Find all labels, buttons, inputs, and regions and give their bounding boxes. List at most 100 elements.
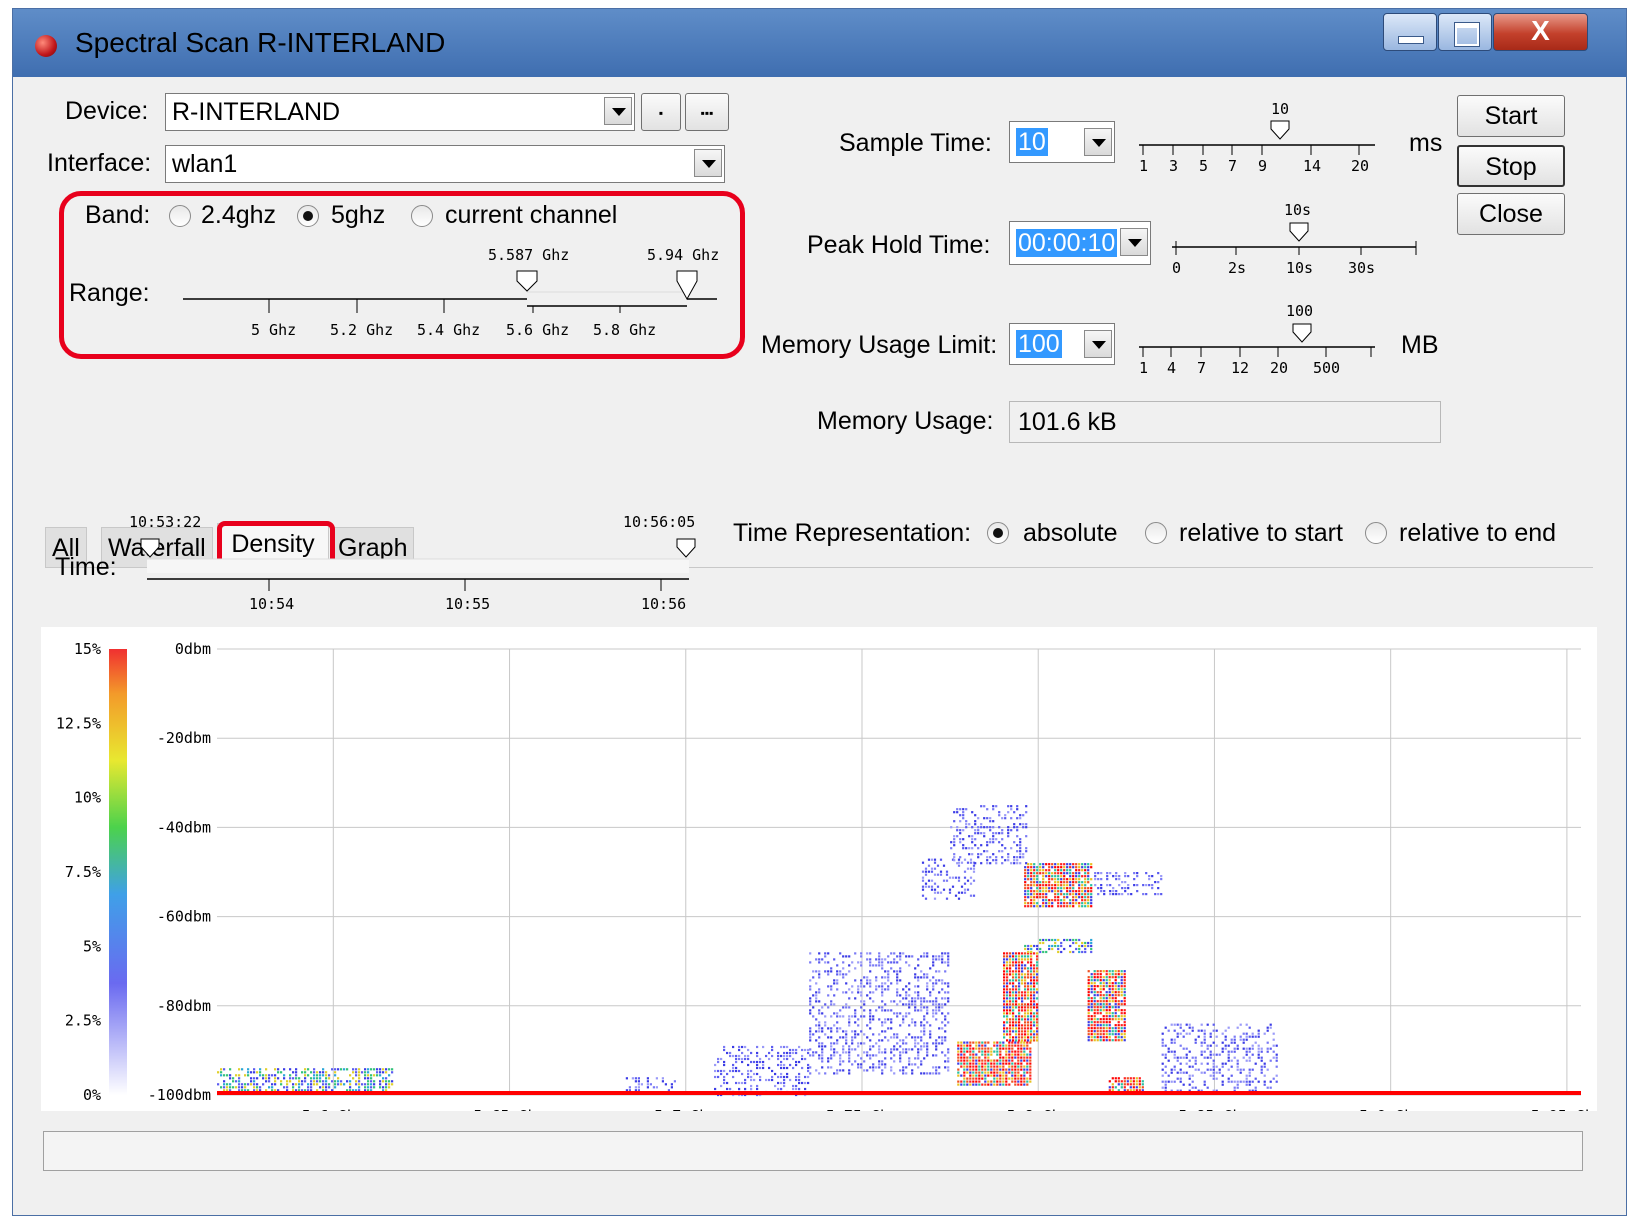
density-cell	[1179, 1044, 1182, 1047]
density-cell	[1242, 1068, 1245, 1071]
density-cell	[1045, 902, 1048, 905]
range-slider[interactable]: 5.587 Ghz 5.94 Ghz 5 Ghz 5.2 Ghz 5.4 Ghz…	[171, 237, 731, 347]
density-cell	[717, 1060, 720, 1064]
density-cell	[972, 1041, 975, 1044]
density-cell	[1114, 988, 1117, 991]
density-cell	[1078, 881, 1081, 884]
density-cell	[821, 1045, 824, 1048]
density-cell	[1072, 863, 1075, 866]
density-cell	[896, 991, 899, 994]
device-browse-button[interactable]: ▪▪▪	[685, 93, 729, 131]
time-end-handle[interactable]	[676, 538, 696, 558]
density-cell	[1200, 1071, 1203, 1074]
sample-time-slider[interactable]: 10 1 3 5 7 9 14 20	[1131, 99, 1391, 179]
sample-time-select[interactable]: 10	[1009, 121, 1115, 163]
close-window-button[interactable]: X	[1493, 13, 1588, 51]
density-cell	[857, 1066, 860, 1069]
chevron-down-icon[interactable]	[1084, 330, 1112, 358]
density-cell	[821, 1030, 824, 1033]
density-cell	[1254, 1041, 1257, 1044]
sample-time-handle[interactable]	[1270, 120, 1290, 140]
range-low-handle[interactable]	[516, 270, 538, 292]
peak-hold-select[interactable]: 00:00:10	[1009, 221, 1151, 265]
density-cell	[887, 1039, 890, 1042]
density-cell	[367, 1089, 370, 1092]
memory-limit-select[interactable]: 100	[1009, 323, 1115, 365]
density-cell	[1003, 979, 1006, 982]
time-radio-absolute[interactable]	[987, 522, 1009, 544]
band-radio-5ghz[interactable]	[297, 205, 319, 227]
density-cell	[759, 1078, 762, 1082]
device-small-button[interactable]: ▪	[641, 93, 681, 131]
time-start-handle[interactable]	[140, 538, 160, 558]
band-radio-24ghz[interactable]	[169, 205, 191, 227]
range-high-handle[interactable]	[676, 270, 698, 301]
memory-limit-handle[interactable]	[1292, 323, 1312, 343]
density-cell	[1006, 961, 1009, 964]
density-cell	[1016, 829, 1019, 832]
peak-hold-slider[interactable]: 10s 0 2s 10s 30s	[1166, 199, 1426, 279]
time-tick-label: 10:56	[641, 595, 686, 613]
band-radio-current-channel[interactable]	[411, 205, 433, 227]
density-cell	[1221, 1047, 1224, 1050]
density-cell	[878, 1006, 881, 1009]
density-cell	[1015, 994, 1018, 997]
density-cell	[1275, 1056, 1278, 1059]
time-radio-relative-start[interactable]	[1145, 522, 1167, 544]
density-cell	[812, 1033, 815, 1036]
device-select[interactable]: R-INTERLAND	[165, 93, 635, 131]
interface-select[interactable]: wlan1	[165, 145, 725, 183]
density-cell	[756, 1045, 759, 1049]
density-cell	[1115, 893, 1118, 896]
density-cell	[1072, 905, 1075, 908]
tab-all[interactable]: All	[45, 527, 87, 567]
density-cell	[1100, 887, 1103, 890]
stop-button[interactable]: Stop	[1457, 145, 1565, 187]
start-button[interactable]: Start	[1457, 95, 1565, 137]
density-cell	[1033, 997, 1036, 1000]
chevron-down-icon[interactable]	[694, 149, 722, 177]
chevron-down-icon[interactable]	[1120, 228, 1148, 256]
minimize-button[interactable]	[1383, 13, 1437, 51]
density-cell	[750, 1060, 753, 1064]
time-slider[interactable]: 10:53:22 10:56:05 10:54 10:55 10:56	[119, 509, 719, 619]
density-cell	[890, 1018, 893, 1021]
density-cell	[352, 1071, 355, 1074]
density-cell	[1081, 941, 1084, 945]
density-cell	[744, 1081, 747, 1085]
density-cell	[1036, 1009, 1039, 1012]
density-cell	[908, 1033, 911, 1036]
chevron-down-icon[interactable]	[1084, 128, 1112, 156]
density-cell	[972, 867, 976, 870]
density-cell	[941, 1021, 944, 1024]
density-cell	[1154, 881, 1157, 884]
maximize-button[interactable]	[1438, 13, 1492, 51]
density-cell	[887, 1027, 890, 1030]
density-cell	[908, 1048, 911, 1051]
density-cell	[993, 1059, 996, 1062]
density-cell	[1188, 1065, 1191, 1068]
density-cell	[1114, 1027, 1117, 1030]
close-button[interactable]: Close	[1457, 193, 1565, 235]
density-cell	[358, 1077, 361, 1080]
memory-limit-slider[interactable]: 100 1 4 7 12 20 500	[1131, 299, 1391, 381]
density-cell	[815, 1024, 818, 1027]
density-cell	[824, 1024, 827, 1027]
density-cell	[1099, 1030, 1102, 1033]
density-cell	[809, 1066, 812, 1069]
density-cell	[1090, 887, 1093, 890]
density-cell	[1263, 1032, 1266, 1035]
density-cell	[999, 1059, 1002, 1062]
density-cell	[1090, 1018, 1093, 1021]
density-cell	[830, 1027, 833, 1030]
density-cell	[830, 1057, 833, 1060]
density-cell	[948, 891, 952, 894]
chevron-down-icon[interactable]	[604, 97, 632, 125]
density-cell	[1013, 826, 1016, 829]
time-radio-relative-end[interactable]	[1365, 522, 1387, 544]
title-bar[interactable]: Spectral Scan R-INTERLAND X	[13, 9, 1626, 77]
density-cell	[795, 1084, 798, 1088]
density-cell	[1008, 1053, 1011, 1056]
peak-hold-handle[interactable]	[1289, 222, 1309, 242]
density-cell	[1018, 1036, 1021, 1039]
